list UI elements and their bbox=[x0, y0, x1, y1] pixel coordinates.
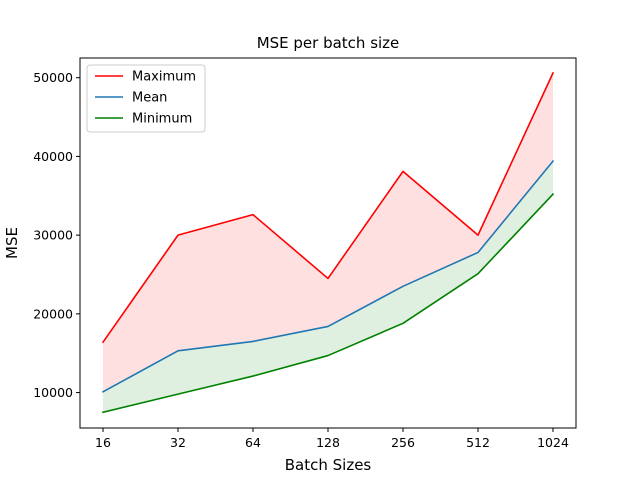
legend-label-maximum: Maximum bbox=[132, 70, 196, 85]
legend-box bbox=[86, 64, 206, 133]
x-tick-label: 1024 bbox=[537, 435, 569, 450]
series-line-mean bbox=[101, 160, 555, 393]
series-line-minimum bbox=[102, 193, 555, 414]
x-tick-label: 512 bbox=[466, 435, 490, 450]
y-tick-label: 50000 bbox=[33, 70, 73, 85]
x-tick-label: 256 bbox=[391, 435, 415, 450]
y-axis-label: MSE bbox=[3, 227, 21, 259]
x-axis: 16 32 64 128 256 512 1024 bbox=[95, 428, 569, 450]
fill-band-2 bbox=[103, 161, 553, 413]
y-axis: 10000 20000 30000 40000 50000 bbox=[33, 70, 80, 400]
legend: Maximum Mean Minimum bbox=[86, 64, 206, 133]
y-tick-label: 20000 bbox=[33, 306, 73, 321]
chart-title: MSE per batch size bbox=[257, 34, 400, 52]
x-tick-label: 64 bbox=[245, 435, 261, 450]
y-tick-label: 10000 bbox=[33, 385, 73, 400]
y-tick-label: 40000 bbox=[33, 149, 73, 164]
legend-label-minimum: Minimum bbox=[132, 112, 192, 127]
y-tick-label: 30000 bbox=[33, 228, 73, 243]
legend-label-mean: Mean bbox=[132, 91, 167, 106]
fills-layer bbox=[103, 72, 553, 413]
x-tick-label: 16 bbox=[95, 435, 111, 450]
series-line-maximum bbox=[101, 71, 555, 344]
fill-band-1 bbox=[103, 72, 553, 392]
x-tick-label: 128 bbox=[316, 435, 340, 450]
x-axis-label: Batch Sizes bbox=[285, 456, 372, 474]
x-tick-label: 32 bbox=[170, 435, 186, 450]
lines-layer bbox=[101, 71, 555, 414]
